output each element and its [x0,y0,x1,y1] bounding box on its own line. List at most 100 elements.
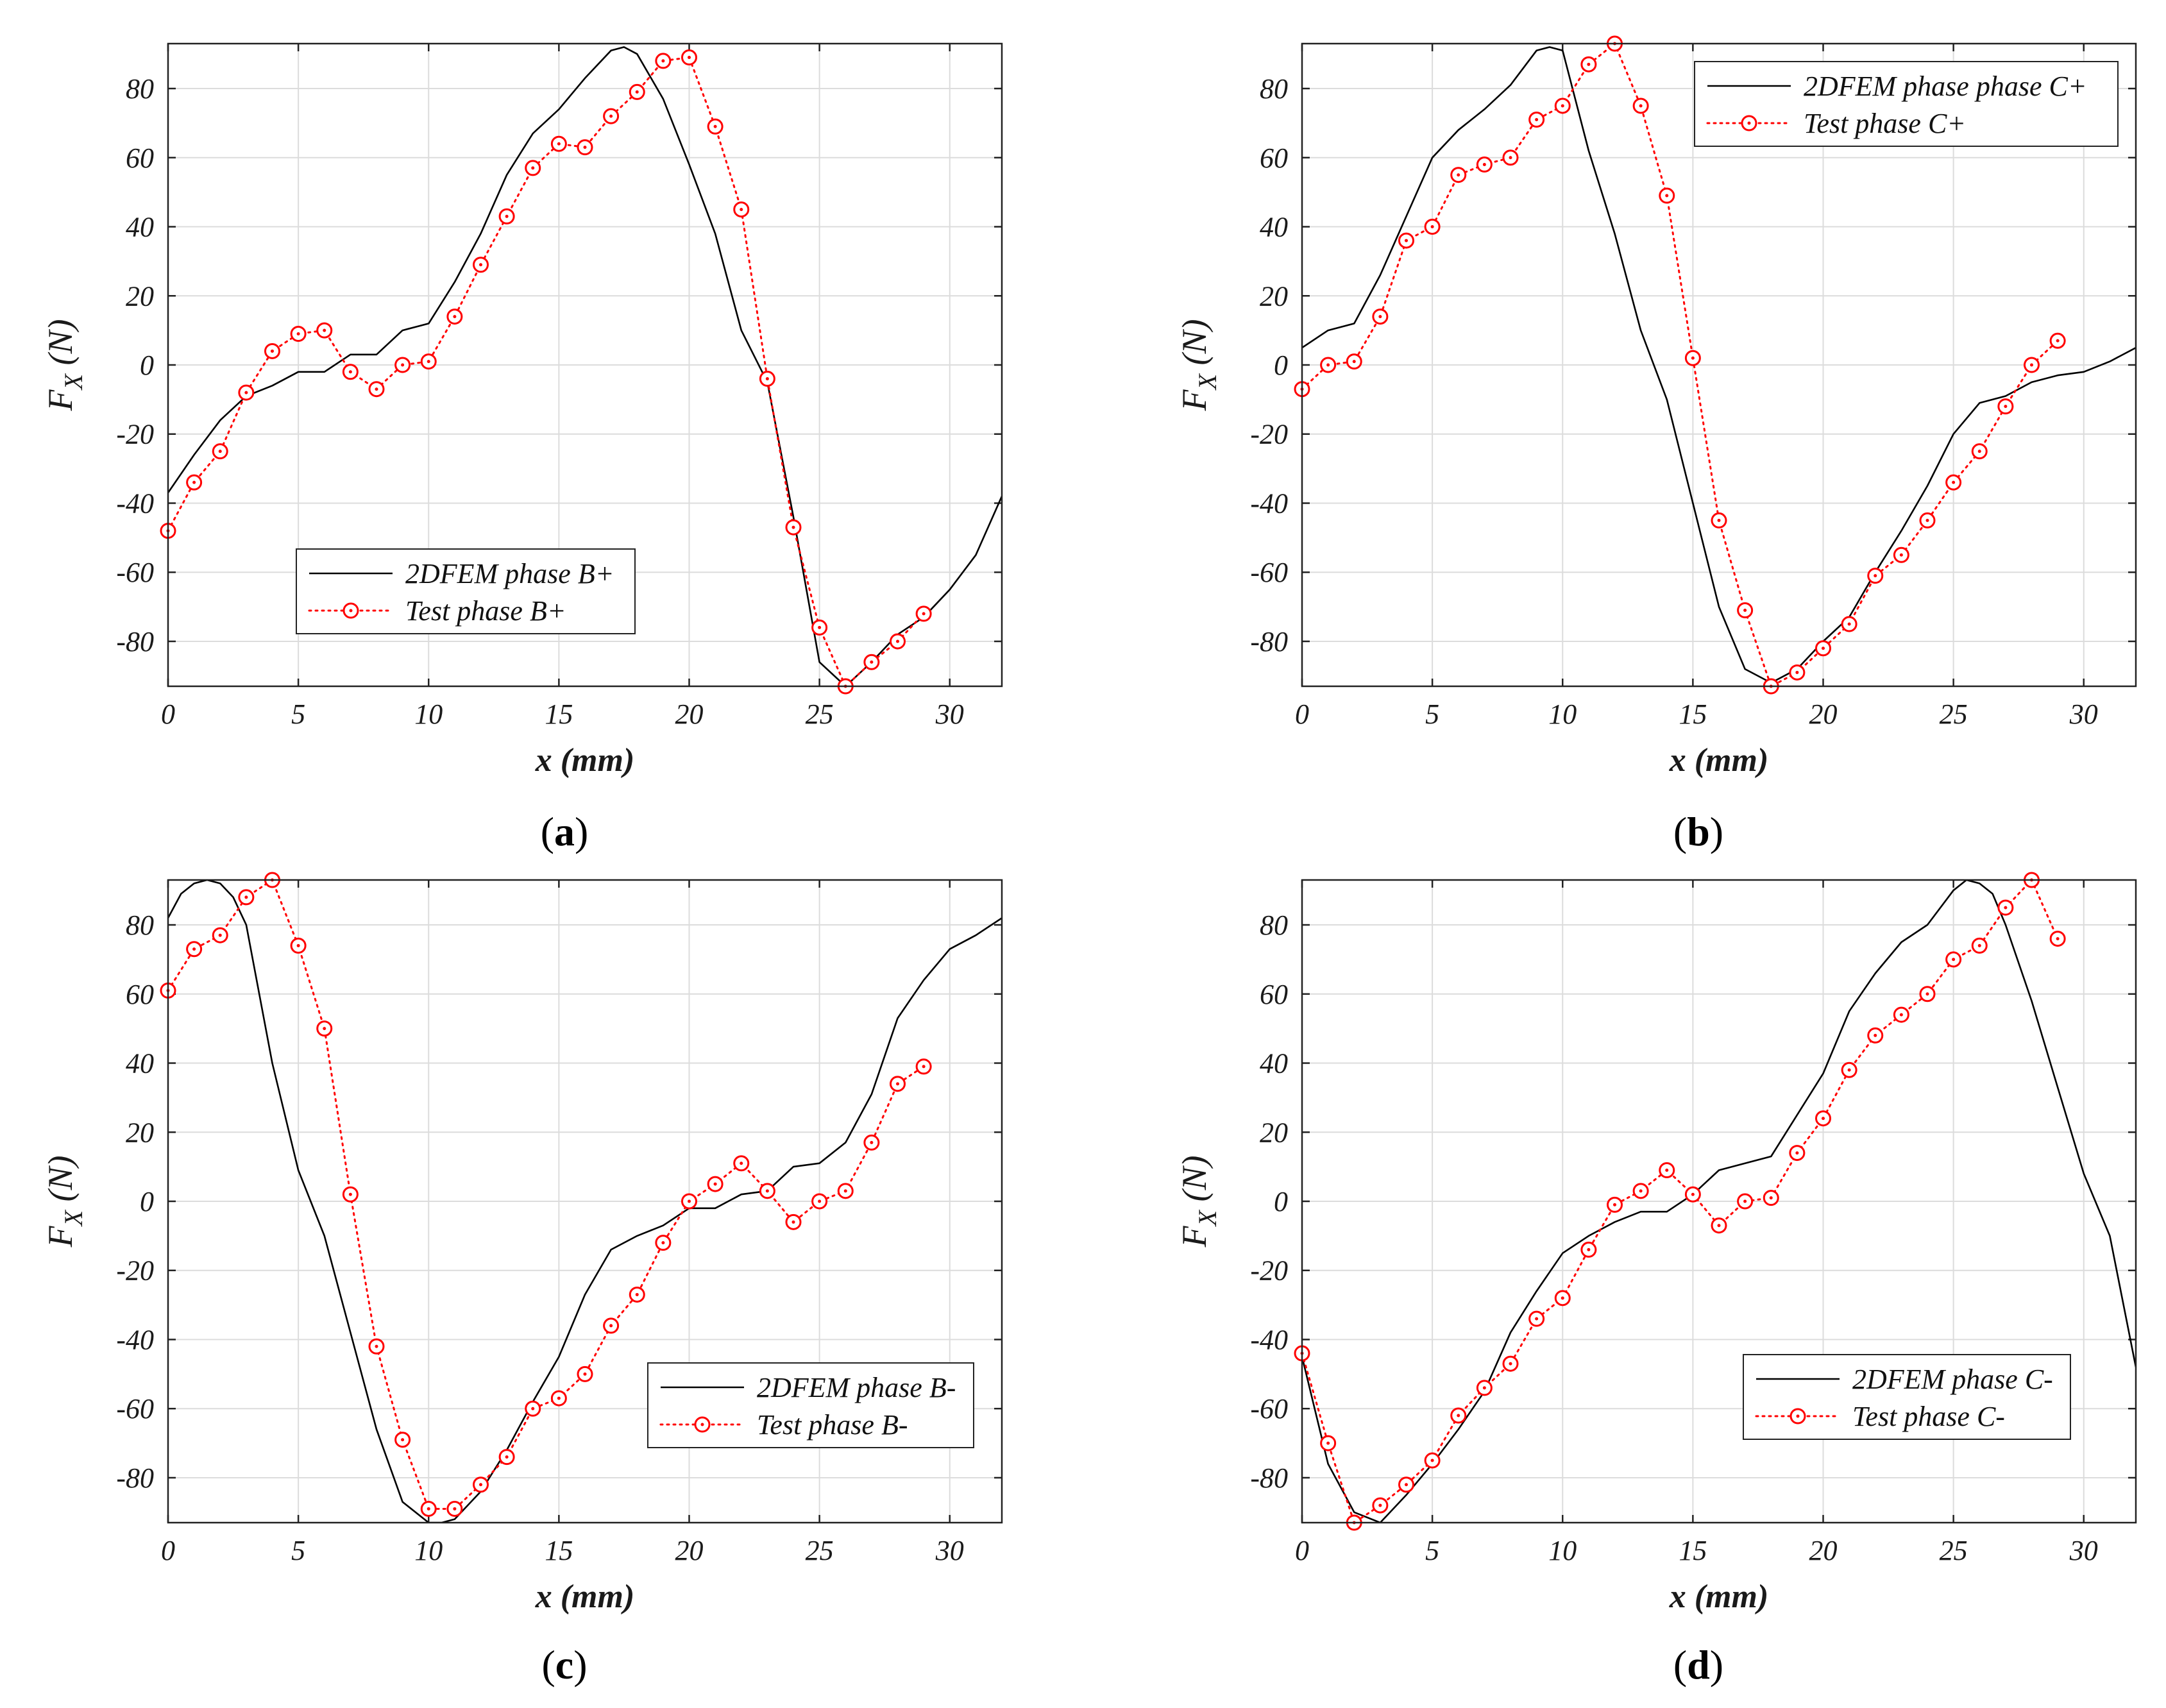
test-data-point-center [870,1140,874,1144]
y-tick-label: 80 [126,73,154,105]
test-data-point-center [244,895,248,899]
test-data-point-center [1535,1317,1539,1321]
y-tick-label: 40 [1260,212,1288,243]
test-data-point-center [1378,1503,1382,1507]
y-tick-label: -40 [116,487,154,519]
x-tick-label: 10 [414,1535,443,1566]
y-tick-label: -20 [1250,1255,1288,1287]
test-data-point-center [401,363,405,367]
test-data-point-center [1743,1199,1747,1203]
test-data-point-center [531,166,535,170]
test-data-point-center [1952,480,1956,484]
test-data-point-center [1795,670,1799,674]
series-group [168,46,1002,686]
test-data-point-center [1874,1033,1877,1037]
test-data-point-center [1717,518,1721,522]
test-data-point-center [1717,1224,1721,1228]
test-data-point-center [505,214,509,218]
x-tick-label: 25 [1940,698,1968,730]
y-tick-label: -80 [1250,1462,1288,1494]
legend-test-marker-center [1796,1414,1800,1418]
test-data-point-center [1613,1203,1616,1206]
chart-panel-b: 0 5 10 15 20 25 30 -80 -60 -40 -20 0 20 40 60 80 x (mm) F… [1175,35,2137,854]
test-data-point-center [323,328,326,332]
y-axis-label-subscript: X [1193,1209,1222,1227]
test-data-point-center [479,1483,482,1487]
test-data-point-center [843,1189,847,1193]
legend-label: Test phase B- [757,1409,908,1441]
test-data-point-center [922,1065,926,1069]
test-data-point-center [401,1438,405,1442]
y-tick-label: -40 [1250,1324,1288,1355]
test-data-point-center [1405,1483,1408,1487]
y-axis-label-subscript: X [59,1209,88,1227]
panel-caption-letter: b [1687,809,1710,854]
test-data-point-center [609,114,613,118]
y-tick-label: -80 [1250,626,1288,657]
test-data-point-center [1430,1459,1434,1462]
x-tick-label: 0 [161,698,175,730]
test-data-point-center [1822,647,1825,650]
y-axis-label-subscript: X [59,373,88,391]
test-data-point-center [765,1189,769,1193]
panel-caption-close: ) [575,809,588,854]
test-data-point-center [1822,1117,1825,1120]
test-data-point-center [1457,173,1460,177]
test-data-point-center [244,391,248,394]
test-data-point-center [1326,1441,1330,1445]
x-tick-label: 15 [545,1535,573,1566]
y-axis-label-unit: (N) [41,1156,80,1210]
y-axis-label: FX (N) [1175,319,1222,412]
test-series-line [168,880,925,1510]
test-data-point-center [818,625,822,629]
test-data-point-center [635,90,639,94]
legend: 2DFEM phase B+ Test phase B+ [296,548,636,634]
test-data-point-center [1535,118,1539,122]
y-tick-label: -20 [1250,419,1288,450]
test-data-point-center [2056,937,2060,941]
legend-label: Test phase B+ [405,595,566,627]
y-tick-label: 80 [1260,73,1288,105]
axes-frame [167,879,1003,1524]
test-data-point-center [1378,315,1382,319]
test-data-point-center [583,146,587,149]
test-data-point-center [1795,1151,1799,1155]
legend-box [1743,1354,2071,1440]
y-tick-label: -20 [116,419,154,450]
legend-label: Test phase C- [1852,1401,2005,1432]
test-data-point-center [1352,360,1356,364]
y-tick-label: -60 [1250,557,1288,588]
y-tick-label: -20 [116,1255,154,1287]
y-tick-label: 40 [1260,1048,1288,1079]
x-tick-label: 30 [2069,698,2098,730]
panel-caption-close: ) [1710,1642,1723,1687]
test-data-point-center [296,943,300,947]
test-data-point-center [531,1407,535,1410]
legend-test-marker-center [1747,121,1751,125]
test-data-point-center [218,933,222,937]
legend: 2DFEM phase C- Test phase C- [1743,1354,2071,1440]
panel-caption-open: ( [1673,1642,1687,1687]
y-tick-label: 80 [126,909,154,941]
y-axis-label-subscript: X [1193,373,1222,391]
test-data-point-center [505,1455,509,1459]
y-tick-label: 60 [1260,142,1288,174]
test-data-point-center [1977,943,1981,947]
panel-caption: (a) [541,809,589,854]
x-tick-label: 5 [1425,698,1439,730]
chart-panel-c: 0 5 10 15 20 25 30 -80 -60 -40 -20 0 20 40 60 80 x (mm) F… [41,872,1003,1687]
test-data-point-center [192,480,196,484]
test-data-point-center [557,142,561,146]
test-data-point-center [1874,574,1877,578]
legend: 2DFEM phase phase C+ Test phase C+ [1694,61,2119,147]
test-data-point-center [1899,553,1903,557]
panel-caption: (d) [1673,1642,1723,1687]
test-data-point-center [1509,1362,1512,1366]
legend: 2DFEM phase B- Test phase B- [647,1362,974,1448]
x-tick-label: 30 [935,1535,964,1566]
panel-caption-letter: d [1687,1642,1710,1687]
y-tick-label: -80 [116,1462,154,1494]
y-tick-label: 60 [126,979,154,1010]
test-data-point-center [1691,356,1695,360]
